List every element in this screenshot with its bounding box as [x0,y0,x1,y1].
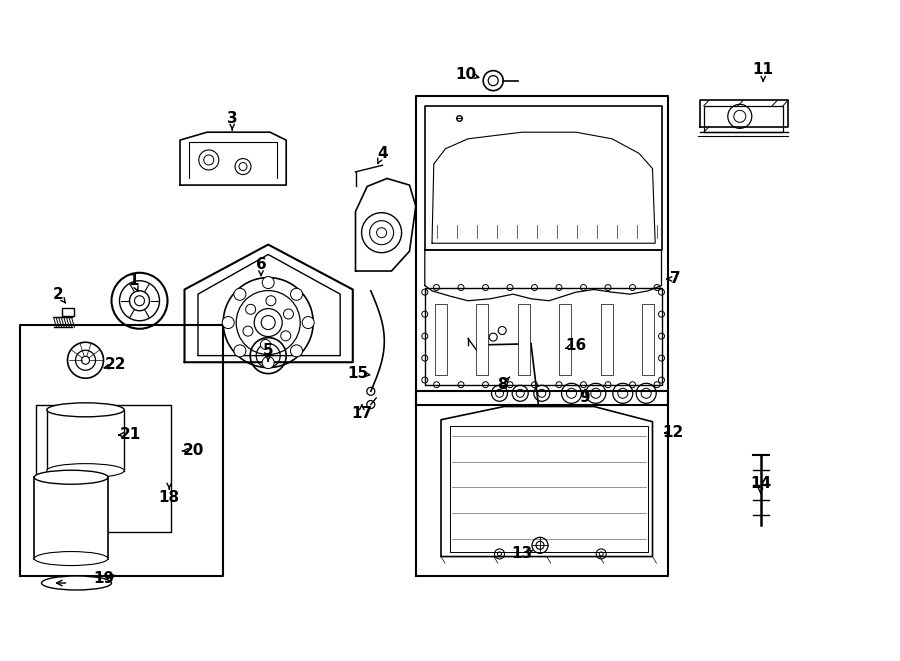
Circle shape [243,326,253,336]
Bar [600,304,613,375]
Text: 18: 18 [158,490,180,504]
Text: 14: 14 [750,477,771,491]
Text: 16: 16 [565,338,587,352]
Ellipse shape [47,403,124,417]
Bar [476,304,489,375]
Text: 11: 11 [752,62,774,77]
Circle shape [302,317,314,329]
Circle shape [234,288,246,300]
Text: 4: 4 [377,146,388,161]
Text: 7: 7 [670,272,680,286]
Text: 10: 10 [455,67,477,81]
Text: 17: 17 [351,406,373,420]
Bar [518,304,530,375]
Text: 6: 6 [256,257,266,272]
Bar [642,304,654,375]
Bar [559,304,572,375]
Text: 3: 3 [227,112,238,126]
Ellipse shape [34,551,108,566]
Bar [435,304,447,375]
Ellipse shape [34,470,108,485]
Bar [34,477,108,559]
Text: 2: 2 [53,287,64,301]
Text: 9: 9 [580,391,590,405]
Circle shape [291,345,302,357]
Text: 5: 5 [263,343,274,358]
Circle shape [246,304,256,314]
Circle shape [260,339,271,350]
Ellipse shape [47,463,124,478]
Circle shape [222,317,234,329]
Text: 21: 21 [120,428,141,442]
Text: 15: 15 [347,366,369,381]
Circle shape [262,356,274,369]
Text: 20: 20 [183,444,204,458]
Circle shape [266,295,276,306]
Ellipse shape [41,576,112,590]
Text: 8: 8 [497,377,508,392]
Circle shape [281,331,291,341]
Text: 22: 22 [104,358,126,372]
Circle shape [262,276,274,289]
Circle shape [284,309,293,319]
Bar [47,410,124,471]
Text: 19: 19 [93,571,114,586]
Bar [61,308,74,316]
Text: 12: 12 [662,426,684,440]
Circle shape [234,345,246,357]
Text: 1: 1 [128,274,139,288]
Circle shape [291,288,302,300]
Text: 13: 13 [511,547,533,561]
